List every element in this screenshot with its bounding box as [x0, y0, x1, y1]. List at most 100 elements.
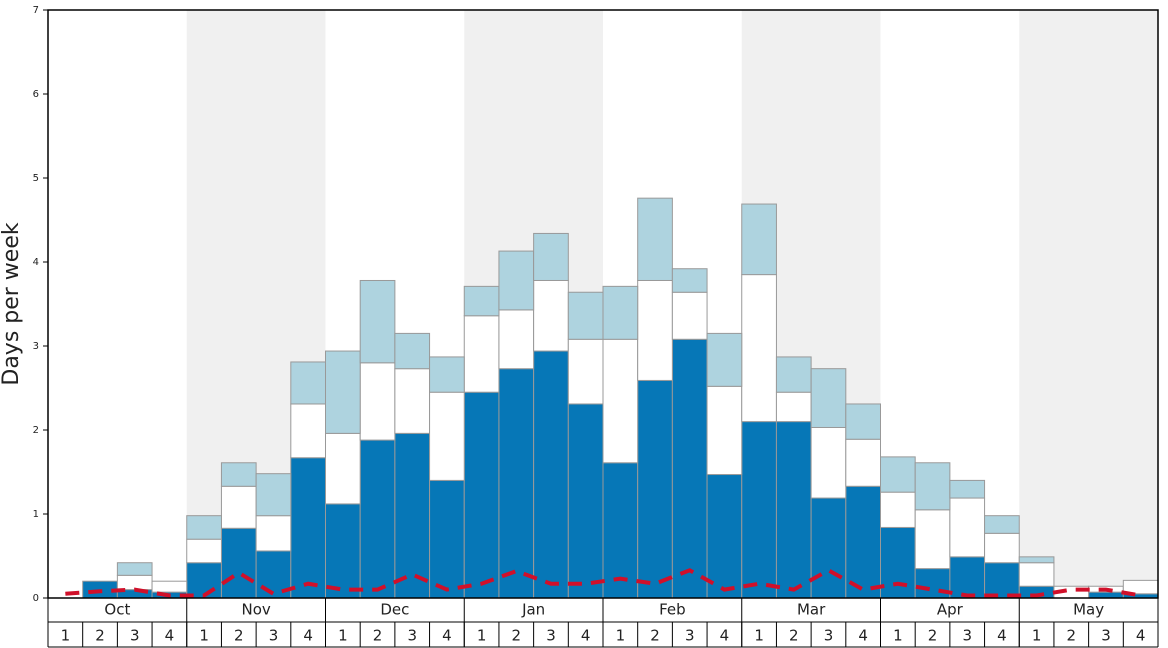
- line-series: [65, 567, 1141, 598]
- bar-segment: [810, 426, 847, 499]
- bar-segment: [567, 403, 604, 599]
- month-label: Feb: [659, 601, 686, 619]
- bar-segment: [845, 438, 881, 487]
- x-tick-label: 1: [616, 627, 626, 645]
- x-tick-label: 1: [338, 627, 348, 645]
- x-tick-label: 2: [928, 627, 938, 645]
- bar-segment: [845, 485, 881, 599]
- bar-segment: [533, 350, 569, 599]
- bar-segment: [463, 315, 500, 393]
- month-label: Oct: [104, 601, 130, 619]
- bar-segment: [533, 232, 569, 281]
- bar-segment: [533, 279, 569, 352]
- month-label: Mar: [797, 601, 826, 619]
- bar-segment: [567, 338, 604, 405]
- bar-segment: [325, 503, 361, 599]
- x-tick-label: 4: [858, 627, 868, 645]
- bar-segment: [359, 439, 396, 599]
- bar-segment: [220, 485, 257, 529]
- month-label: Dec: [380, 601, 409, 619]
- bar-segment: [602, 285, 639, 340]
- bar-segment: [741, 274, 777, 423]
- bar-segment: [706, 474, 743, 599]
- bar-segment: [984, 515, 1020, 534]
- bar-segment: [984, 562, 1020, 599]
- x-tick-label: 4: [581, 627, 591, 645]
- bar-segment: [637, 197, 673, 281]
- y-tick-label: 2: [33, 425, 39, 436]
- bar-segment: [498, 309, 535, 370]
- bar-segment: [602, 338, 639, 464]
- bar-segment: [394, 368, 431, 434]
- bar-segment: [1018, 562, 1055, 587]
- bar-segment: [637, 279, 673, 381]
- y-tick-label: 4: [33, 257, 39, 268]
- x-tick-label: 4: [720, 627, 730, 645]
- bar-segment: [602, 462, 639, 599]
- bar-segment: [255, 515, 292, 552]
- bar-segment: [775, 391, 812, 423]
- y-axis-label: Days per week: [0, 222, 24, 385]
- bar-segment: [880, 526, 916, 599]
- month-label: May: [1073, 601, 1104, 619]
- bar-segment: [810, 368, 847, 428]
- y-tick-label: 0: [33, 593, 39, 604]
- x-tick-label: 4: [997, 627, 1007, 645]
- x-tick-label: 2: [234, 627, 244, 645]
- bar-segment: [880, 491, 916, 528]
- bar-segment: [463, 285, 500, 317]
- bar-segment: [741, 421, 777, 599]
- x-tick-label: 3: [269, 627, 279, 645]
- bar-segment: [116, 574, 153, 591]
- bar-segment: [706, 385, 743, 476]
- x-tick-label: 1: [1032, 627, 1042, 645]
- bar-segment: [1018, 556, 1055, 564]
- bar-segment: [914, 509, 951, 570]
- bar-segment: [186, 538, 222, 564]
- y-tick-label: 7: [33, 5, 39, 16]
- bar-segment: [290, 361, 326, 405]
- bar-segment: [706, 332, 743, 387]
- bar-segment: [290, 457, 326, 599]
- bar-segment: [429, 391, 465, 481]
- x-tick-label: 4: [442, 627, 452, 645]
- x-tick-label: 2: [1067, 627, 1077, 645]
- bar-segment: [116, 562, 153, 576]
- bar-segment: [498, 368, 535, 599]
- x-tick-label: 4: [303, 627, 313, 645]
- bar-segment: [186, 515, 222, 540]
- bar-segment: [914, 462, 951, 511]
- bar-segment: [949, 497, 986, 558]
- x-tick-label: 1: [754, 627, 764, 645]
- bar-segment: [949, 556, 986, 599]
- bar-segment: [220, 527, 257, 599]
- x-tick-label: 2: [512, 627, 522, 645]
- x-tick-label: 1: [199, 627, 209, 645]
- month-label: Apr: [937, 601, 964, 619]
- bar-segment: [949, 479, 986, 499]
- bar-segment: [325, 432, 361, 505]
- bar-segment: [429, 479, 465, 599]
- x-tick-label: 3: [962, 627, 972, 645]
- bar-segment: [186, 562, 222, 599]
- x-tick-label: 3: [1101, 627, 1111, 645]
- y-tick-label: 5: [33, 173, 39, 184]
- bar-segment: [637, 379, 673, 599]
- x-tick-label: 3: [130, 627, 140, 645]
- x-tick-label: 2: [650, 627, 660, 645]
- bar-segment: [810, 497, 847, 599]
- x-tick-label: 1: [893, 627, 903, 645]
- bar-segment: [775, 356, 812, 393]
- y-tick-label: 3: [33, 341, 39, 352]
- x-tick-label: 3: [824, 627, 834, 645]
- bar-segment: [775, 421, 812, 599]
- y-tick-label: 6: [33, 89, 39, 100]
- month-label: Nov: [241, 601, 270, 619]
- y-tick-label: 1: [33, 509, 39, 520]
- bar-segment: [845, 403, 881, 440]
- bar-segment: [671, 268, 708, 293]
- month-label: Jan: [521, 601, 545, 619]
- x-tick-label: 3: [407, 627, 417, 645]
- bar-segment: [880, 456, 916, 493]
